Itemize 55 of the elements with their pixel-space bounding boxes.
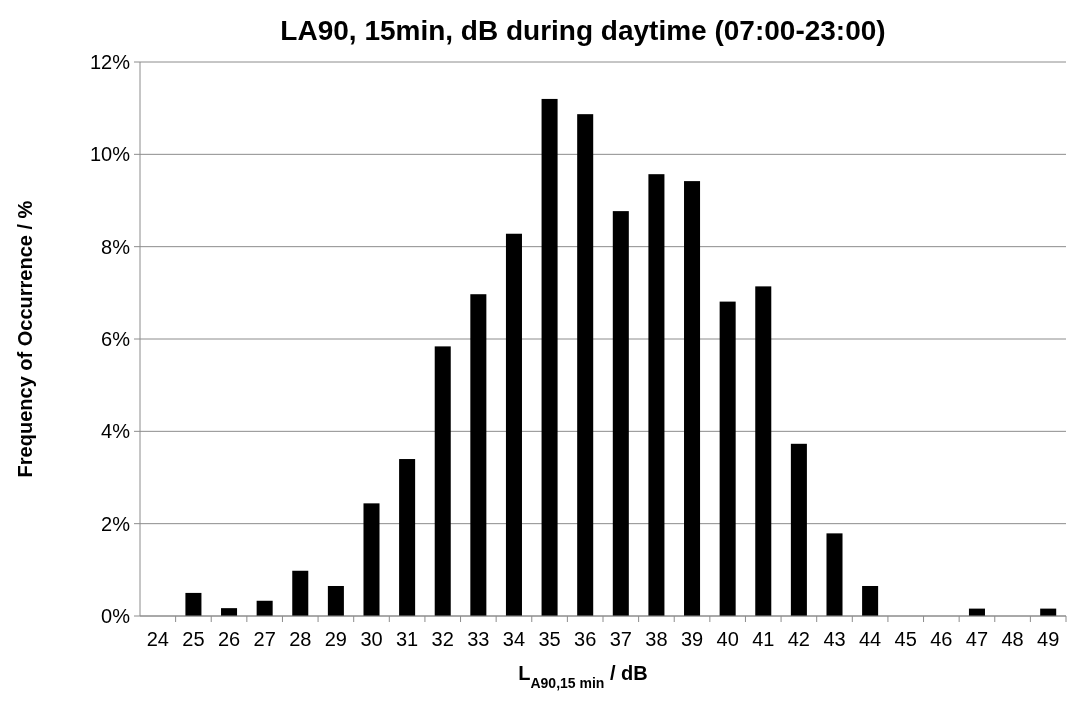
bar (684, 181, 701, 616)
x-tick-label: 36 (574, 628, 597, 650)
x-tick-label: 27 (253, 628, 276, 650)
x-tick-label: 48 (1001, 628, 1024, 650)
x-tick-label: 35 (538, 628, 561, 650)
x-tick-label: 38 (645, 628, 668, 650)
x-tick-label: 24 (146, 628, 169, 650)
x-tick-label: 41 (752, 628, 775, 650)
x-tick-label: 39 (680, 628, 704, 650)
bar (399, 459, 416, 616)
bar (612, 211, 629, 616)
chart-title: LA90, 15min, dB during daytime (07:00-23:00) (280, 15, 886, 46)
x-tick-label: 47 (965, 628, 989, 650)
x-tick-label: 34 (502, 628, 526, 650)
x-tick-label: 42 (787, 628, 811, 650)
bar (862, 585, 879, 616)
y-tick-label: 0% (101, 605, 131, 627)
x-tick-label: 37 (609, 628, 632, 650)
bar (434, 346, 451, 616)
y-tick-label: 8% (101, 235, 131, 258)
y-axis-title: Frequency of Occurrence / % (14, 200, 36, 478)
bar (292, 570, 309, 616)
bar (577, 114, 594, 616)
bar (719, 301, 736, 616)
y-tick-label: 12% (89, 51, 131, 73)
x-tick-label: 31 (395, 628, 419, 650)
x-axis-title: L$_{A90,15 min}$ / dB (518, 662, 648, 691)
y-tick-label: 6% (101, 328, 131, 350)
x-tick-label: 43 (823, 628, 846, 650)
x-tick-label: 25 (182, 628, 205, 650)
bar (185, 592, 202, 616)
y-tick-label: 10% (89, 143, 131, 166)
bar (363, 503, 380, 616)
x-tick-label: 44 (858, 628, 882, 650)
y-tick-label: 4% (101, 420, 131, 443)
x-tick-label: 26 (217, 628, 241, 650)
bar (505, 233, 522, 616)
x-tick-label: 46 (930, 628, 953, 650)
y-tick-label: 2% (101, 512, 131, 535)
x-tick-label: 40 (716, 628, 739, 650)
bar (470, 294, 487, 616)
x-tick-label: 45 (894, 628, 917, 650)
bar (755, 286, 772, 616)
bar (327, 585, 344, 616)
x-tick-label: 29 (324, 628, 348, 650)
x-tick-label: 49 (1037, 628, 1060, 650)
x-tick-label: 32 (431, 628, 454, 650)
bar (256, 600, 273, 616)
bar (541, 98, 558, 616)
x-tick-label: 33 (467, 628, 490, 650)
x-tick-label: 30 (360, 628, 383, 650)
bar (790, 443, 807, 616)
x-tick-label: 28 (289, 628, 312, 650)
bar (648, 174, 665, 616)
bar (826, 533, 843, 616)
